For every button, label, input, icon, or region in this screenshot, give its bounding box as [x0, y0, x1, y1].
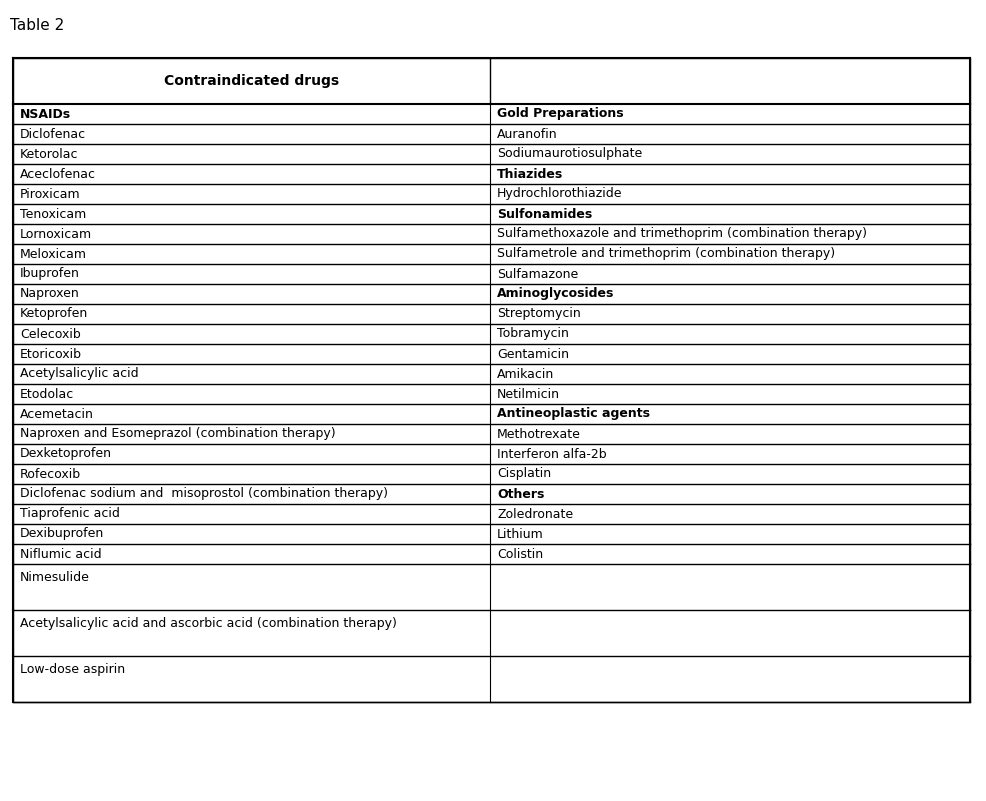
Text: Low-dose aspirin: Low-dose aspirin [20, 663, 125, 676]
Text: Interferon alfa-2b: Interferon alfa-2b [497, 448, 606, 461]
Text: Netilmicin: Netilmicin [497, 388, 560, 400]
Text: Methotrexate: Methotrexate [497, 428, 581, 441]
Text: Antineoplastic agents: Antineoplastic agents [497, 408, 650, 421]
Text: Tobramycin: Tobramycin [497, 328, 569, 340]
Text: Sodiumaurotiosulphate: Sodiumaurotiosulphate [497, 147, 642, 160]
Text: Diclofenac sodium and  misoprostol (combination therapy): Diclofenac sodium and misoprostol (combi… [20, 488, 388, 501]
Text: Ketoprofen: Ketoprofen [20, 308, 89, 320]
Bar [13, 58, 970, 702]
Text: Gentamicin: Gentamicin [497, 348, 569, 360]
Text: Contraindicated drugs: Contraindicated drugs [164, 74, 339, 88]
Text: Table 2: Table 2 [10, 18, 64, 33]
Text: Thiazides: Thiazides [497, 167, 563, 180]
Text: Meloxicam: Meloxicam [20, 248, 87, 260]
Text: Amikacin: Amikacin [497, 368, 554, 380]
Text: Dexibuprofen: Dexibuprofen [20, 528, 105, 541]
Text: Rofecoxib: Rofecoxib [20, 468, 81, 481]
Text: Tiaprofenic acid: Tiaprofenic acid [20, 508, 120, 521]
Text: Colistin: Colistin [497, 548, 543, 561]
Text: Dexketoprofen: Dexketoprofen [20, 448, 112, 461]
Text: Streptomycin: Streptomycin [497, 308, 581, 320]
Text: Niflumic acid: Niflumic acid [20, 548, 102, 561]
Text: Diclofenac: Diclofenac [20, 127, 86, 140]
Text: Lithium: Lithium [497, 528, 543, 541]
Text: Sulfonamides: Sulfonamides [497, 207, 593, 220]
Text: NSAIDs: NSAIDs [20, 107, 71, 120]
Text: Piroxicam: Piroxicam [20, 187, 81, 200]
Text: Nimesulide: Nimesulide [20, 571, 90, 584]
Text: Others: Others [497, 488, 544, 501]
Text: Celecoxib: Celecoxib [20, 328, 81, 340]
Text: Hydrochlorothiazide: Hydrochlorothiazide [497, 187, 622, 200]
Text: Ketorolac: Ketorolac [20, 147, 79, 160]
Text: Acetylsalicylic acid and ascorbic acid (combination therapy): Acetylsalicylic acid and ascorbic acid (… [20, 617, 397, 630]
Text: Ibuprofen: Ibuprofen [20, 268, 80, 280]
Text: Aceclofenac: Aceclofenac [20, 167, 96, 180]
Text: Gold Preparations: Gold Preparations [497, 107, 623, 120]
Text: Sulfamethoxazole and trimethoprim (combination therapy): Sulfamethoxazole and trimethoprim (combi… [497, 227, 867, 240]
Text: Zoledronate: Zoledronate [497, 508, 573, 521]
Text: Cisplatin: Cisplatin [497, 468, 551, 481]
Text: Naproxen and Esomeprazol (combination therapy): Naproxen and Esomeprazol (combination th… [20, 428, 335, 441]
Text: Acemetacin: Acemetacin [20, 408, 94, 421]
Text: Acetylsalicylic acid: Acetylsalicylic acid [20, 368, 139, 380]
Text: Etodolac: Etodolac [20, 388, 74, 400]
Text: Sulfamazone: Sulfamazone [497, 268, 578, 280]
Text: Etoricoxib: Etoricoxib [20, 348, 82, 360]
Text: Naproxen: Naproxen [20, 288, 80, 300]
Text: Tenoxicam: Tenoxicam [20, 207, 86, 220]
Text: Aminoglycosides: Aminoglycosides [497, 288, 614, 300]
Text: Sulfametrole and trimethoprim (combination therapy): Sulfametrole and trimethoprim (combinati… [497, 248, 835, 260]
Text: Lornoxicam: Lornoxicam [20, 227, 92, 240]
Text: Auranofin: Auranofin [497, 127, 558, 140]
